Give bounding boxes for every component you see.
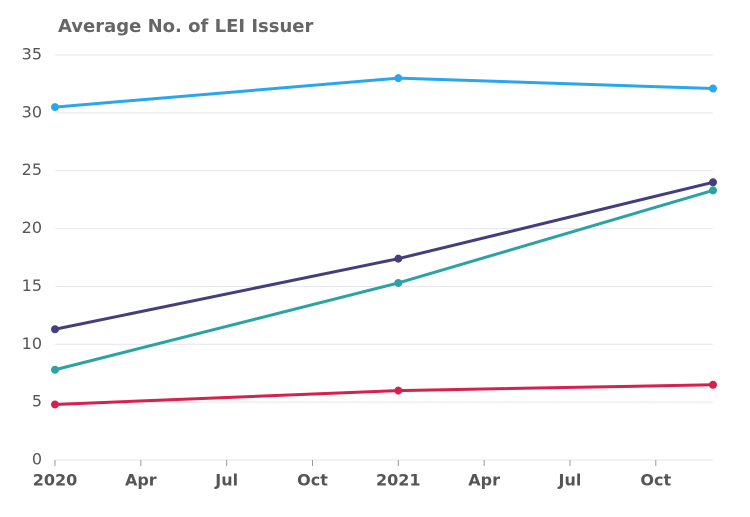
- data-point: [394, 254, 403, 263]
- series-line: [54, 76, 714, 109]
- data-point: [394, 74, 403, 83]
- y-tick-label: 10: [22, 334, 42, 353]
- x-tick-label: Oct: [297, 471, 328, 490]
- data-point: [709, 380, 717, 389]
- series-line: [54, 180, 714, 331]
- x-tick-label: 2021: [376, 471, 421, 490]
- data-point: [709, 178, 717, 187]
- y-tick-label: 35: [22, 45, 42, 64]
- data-point: [709, 186, 717, 195]
- y-tick-label: 5: [32, 392, 42, 411]
- data-point: [394, 386, 403, 395]
- series-line: [54, 383, 714, 406]
- chart-title: Average No. of LEI Issuer: [58, 16, 313, 37]
- data-point: [51, 365, 59, 374]
- x-tick-label: Jul: [558, 471, 582, 490]
- data-point: [709, 84, 717, 93]
- x-tick-label: Apr: [468, 471, 500, 490]
- data-point: [51, 103, 59, 112]
- x-tick-label: Apr: [125, 471, 157, 490]
- x-tick-label: 2020: [33, 471, 78, 490]
- data-point: [51, 325, 59, 334]
- x-tick-label: Jul: [214, 471, 238, 490]
- y-tick-label: 15: [22, 276, 42, 295]
- data-point: [51, 400, 59, 409]
- x-tick-label: Oct: [640, 471, 671, 490]
- data-point: [394, 278, 403, 287]
- series-line: [54, 188, 714, 372]
- y-tick-label: 30: [22, 102, 42, 121]
- y-tick-label: 20: [22, 218, 42, 237]
- y-tick-label: 25: [22, 160, 42, 179]
- y-tick-label: 0: [32, 450, 42, 469]
